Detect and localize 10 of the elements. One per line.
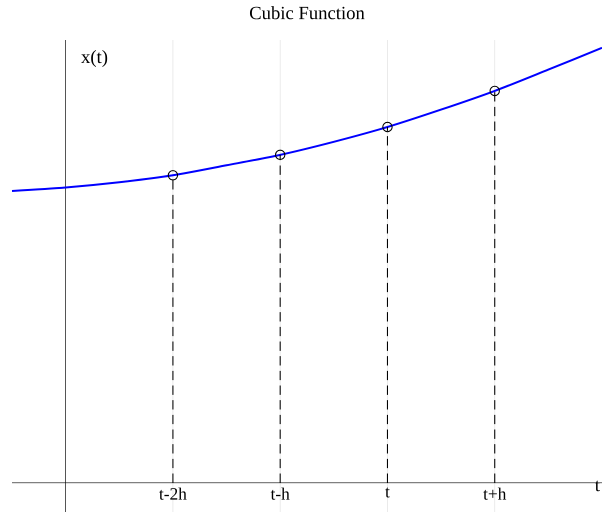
chart-title: Cubic Function (250, 6, 365, 20)
y-axis-title: x(t) (81, 50, 108, 67)
point (168, 170, 178, 180)
x-tick-label: t-2h (159, 488, 187, 500)
x-tick-label: t (385, 488, 390, 498)
x-tick-label: t-h (270, 488, 290, 500)
point (490, 86, 500, 96)
x-tick-label: t+h (483, 488, 506, 500)
point (274, 150, 286, 160)
point (382, 122, 393, 132)
